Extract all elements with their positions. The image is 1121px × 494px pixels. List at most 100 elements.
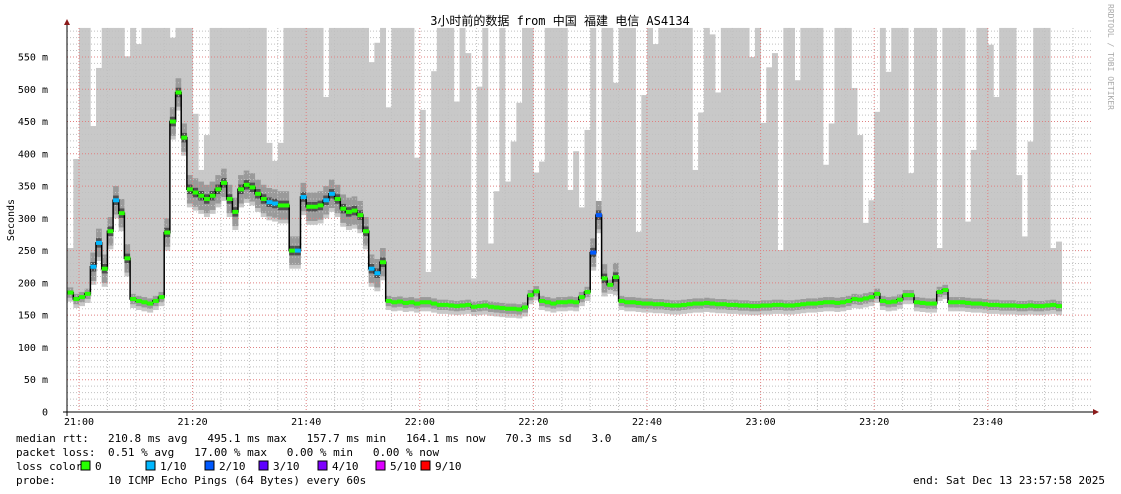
median-point	[1016, 304, 1023, 309]
median-point	[493, 305, 500, 310]
median-point	[289, 248, 296, 253]
median-point	[215, 187, 222, 192]
smoke-max-band	[800, 27, 807, 314]
smoke-max-band	[647, 27, 653, 313]
median-point	[675, 303, 682, 308]
median-point	[482, 303, 489, 308]
smoke-max-band	[323, 96, 330, 219]
y-tick-label: 350 m	[18, 182, 48, 193]
smoke-max-band	[397, 27, 404, 311]
median-point	[948, 300, 955, 305]
median-point	[771, 302, 778, 307]
probe-value: 10 ICMP Echo Pings (64 Bytes) every 60s	[108, 474, 366, 487]
smoke-max-band	[612, 82, 619, 296]
median-point	[368, 266, 375, 271]
median-point	[408, 300, 415, 305]
end-time: end: Sat Dec 13 23:57:58 2025	[913, 474, 1105, 487]
median-point	[743, 303, 750, 308]
loss-color-item-label: 1/10	[160, 460, 187, 473]
median-point	[1038, 304, 1045, 309]
median-point	[101, 266, 108, 271]
median-point	[800, 302, 807, 307]
smoke-max-band	[942, 27, 949, 300]
median-point	[629, 300, 636, 305]
smoke-max-band	[152, 27, 159, 311]
median-point	[578, 295, 585, 300]
median-point	[550, 301, 557, 306]
smoke-max-band	[470, 278, 477, 316]
median-point	[908, 293, 915, 298]
smoke-max-band	[215, 27, 222, 208]
y-tick-label: 400 m	[18, 149, 48, 160]
x-tick-labels: 21:00 21:20 21:40 22:00 22:20 22:40 23:00 23:20…	[64, 417, 1003, 428]
smoke-max-band	[567, 189, 574, 311]
smoke-max-band	[840, 27, 847, 312]
median-point	[681, 302, 688, 307]
median-point	[459, 303, 466, 308]
smoke-max-band	[817, 27, 824, 312]
smoke-max-band	[459, 27, 466, 315]
x-tick-label: 23:20	[859, 417, 889, 428]
median-point	[351, 208, 358, 213]
smoke-max-band	[380, 27, 387, 281]
smoke-max-band	[181, 27, 188, 156]
smoke-max-band	[862, 222, 869, 308]
smoke-max-band	[845, 27, 852, 311]
grid	[67, 28, 1093, 412]
median-point	[828, 300, 835, 305]
median-point	[789, 303, 795, 308]
median-point	[737, 303, 744, 308]
median-point	[834, 300, 841, 305]
median-point	[720, 302, 727, 307]
smoke-max-band	[289, 27, 296, 269]
smoke-max-band	[720, 27, 727, 314]
smoke-max-band	[499, 27, 506, 318]
smoke-max-band	[931, 27, 937, 313]
smoke-max-band	[368, 62, 375, 287]
median-point	[141, 300, 148, 305]
smoke-max-band	[1055, 241, 1062, 316]
smoke-max-band	[1044, 27, 1051, 315]
smoke-max-band	[67, 248, 74, 302]
smoke-max-band	[487, 243, 494, 316]
smoke-max-band	[374, 42, 381, 292]
median-point	[601, 276, 608, 281]
smoke-max-band	[533, 172, 540, 301]
median-point	[607, 282, 614, 287]
y-tick-label: 500 m	[18, 85, 48, 96]
loss-color-swatch	[80, 460, 91, 471]
smoke-max-band	[624, 27, 631, 312]
median-line	[67, 90, 1062, 312]
smoke-max-band	[232, 27, 239, 230]
median-point	[760, 303, 767, 308]
loss-color-swatch	[375, 460, 386, 471]
smoke-max-band	[363, 27, 369, 250]
median-point	[641, 301, 648, 306]
median-point	[794, 302, 801, 307]
smoke-max-band	[113, 27, 120, 219]
median-point	[152, 298, 159, 303]
median-point	[698, 301, 705, 306]
median-point	[107, 229, 114, 234]
smoke-max-band	[1016, 175, 1023, 316]
median-point	[345, 209, 352, 214]
smoke-max-band	[737, 27, 744, 315]
smoke-max-band	[516, 102, 523, 319]
smoke-max-band	[1038, 27, 1045, 316]
loss-color-item-label: 9/10	[435, 460, 462, 473]
y-tick-label: 300 m	[18, 214, 48, 225]
smoke-max-band	[561, 27, 568, 312]
median-point	[527, 293, 534, 298]
smoke-max-band	[107, 27, 114, 250]
median-point	[391, 300, 398, 305]
median-point	[448, 303, 455, 308]
median-point	[255, 191, 262, 196]
smoke-max-band	[658, 27, 665, 314]
smoke-max-band	[1021, 236, 1028, 316]
median-rtt-label: median rtt:	[16, 432, 89, 445]
smoke-max-band	[277, 142, 284, 224]
median-point	[499, 306, 506, 311]
x-tick-label: 22:00	[405, 417, 435, 428]
median-point	[402, 300, 409, 305]
smoke-max-band	[311, 27, 318, 225]
